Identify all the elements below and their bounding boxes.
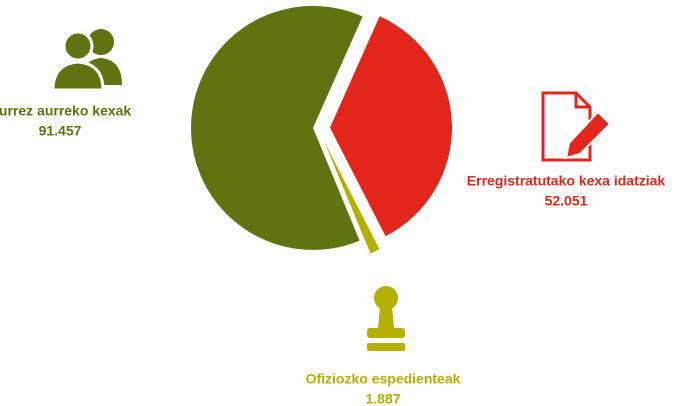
slice-label: Ofiziozko espedienteak: [306, 371, 461, 387]
people-icon: [51, 29, 122, 92]
document-icon: [541, 91, 612, 162]
stamp-icon: [367, 286, 405, 351]
pie-slice: [191, 5, 363, 250]
slice-value: 1.887: [365, 391, 400, 406]
slice-label: Erregistratutako kexa idatziak: [467, 173, 666, 189]
slice-label: Aurrez aurreko kexak: [0, 103, 131, 119]
slice-value: 52.051: [545, 193, 588, 209]
pie-slice: [323, 140, 380, 254]
pie-slice: [329, 16, 452, 237]
slice-value: 91.457: [39, 123, 82, 139]
